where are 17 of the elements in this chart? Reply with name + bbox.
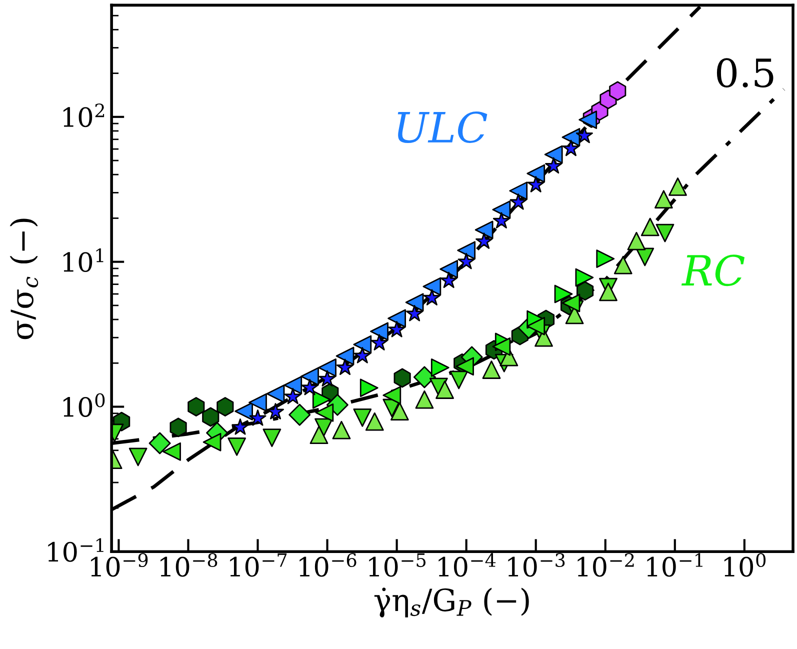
x-tick-label: 10$^{−3}$ bbox=[508, 553, 565, 577]
annotation: 0.5 bbox=[716, 58, 774, 88]
x-tick-label: 10$^{−6}$ bbox=[300, 553, 356, 577]
y-tick-label: 10$^{2}$ bbox=[63, 103, 104, 128]
y-tick-label: 10$^{0}$ bbox=[63, 393, 105, 417]
x-tick-label: 10$^{−2}$ bbox=[578, 553, 634, 577]
y-tick-label: 10$^{1}$ bbox=[63, 248, 104, 272]
x-tick-label: 10$^{−1}$ bbox=[647, 553, 702, 577]
x-tick-label: 10$^{−4}$ bbox=[438, 553, 496, 577]
x-tick-label: 10$^{−8}$ bbox=[160, 553, 218, 577]
x-tick-label: 10$^{−7}$ bbox=[230, 553, 287, 577]
y-axis-title: σ/σ$_{c}$ (−) bbox=[10, 218, 38, 340]
series-label: RC bbox=[681, 254, 745, 286]
x-tick-label: 10$^{0}$ bbox=[724, 553, 766, 577]
x-axis-title: γ̇η$_{s}$/G$_{P}$ (−) bbox=[374, 588, 529, 618]
series-label: ULC bbox=[398, 111, 488, 143]
x-tick-label: 10$^{−5}$ bbox=[369, 553, 426, 577]
